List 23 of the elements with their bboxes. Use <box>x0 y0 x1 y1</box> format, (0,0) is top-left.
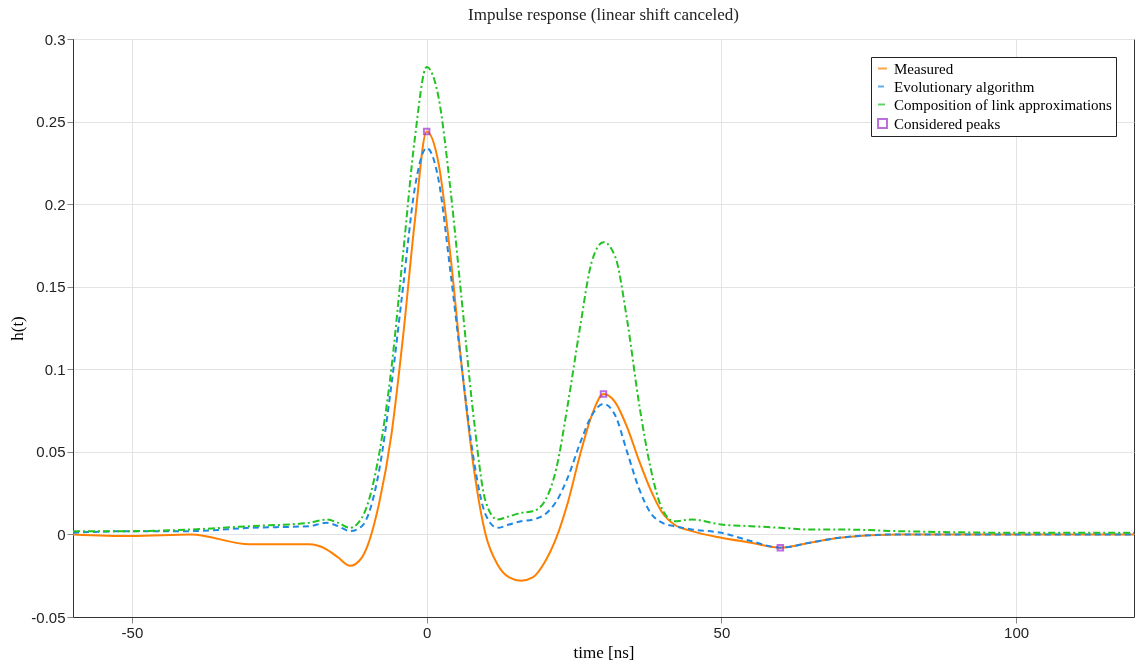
chart-title: Impulse response (linear shift canceled) <box>468 5 739 24</box>
legend-label: Considered peaks <box>894 115 1001 132</box>
x-tick-label: 100 <box>1004 623 1030 641</box>
x-tick-label: 50 <box>713 623 731 641</box>
y-tick-label: 0.1 <box>44 360 66 378</box>
y-tick-label: 0.05 <box>36 443 66 461</box>
y-tick-label: 0.25 <box>36 113 66 131</box>
y-tick-label: 0 <box>57 525 66 543</box>
point <box>776 543 785 552</box>
y-tick-label: 0.3 <box>44 30 66 48</box>
point <box>599 390 608 398</box>
point <box>422 127 431 136</box>
y-axis-title: h(t) <box>8 316 28 341</box>
line-series <box>73 66 1134 534</box>
y-tick-label: -0.05 <box>31 608 66 626</box>
y-tick-label: 0.15 <box>36 278 66 296</box>
x-tick-label: 0 <box>422 623 432 641</box>
y-tick-label: 0.2 <box>44 195 66 213</box>
x-axis-title: time [ns] <box>573 642 635 662</box>
legend-label: Evolutionary algorithm <box>894 78 1035 95</box>
legend-label: Composition of link approximations <box>894 96 1113 113</box>
x-tick-label: -50 <box>121 623 144 641</box>
legend-label: Measured <box>894 60 954 77</box>
